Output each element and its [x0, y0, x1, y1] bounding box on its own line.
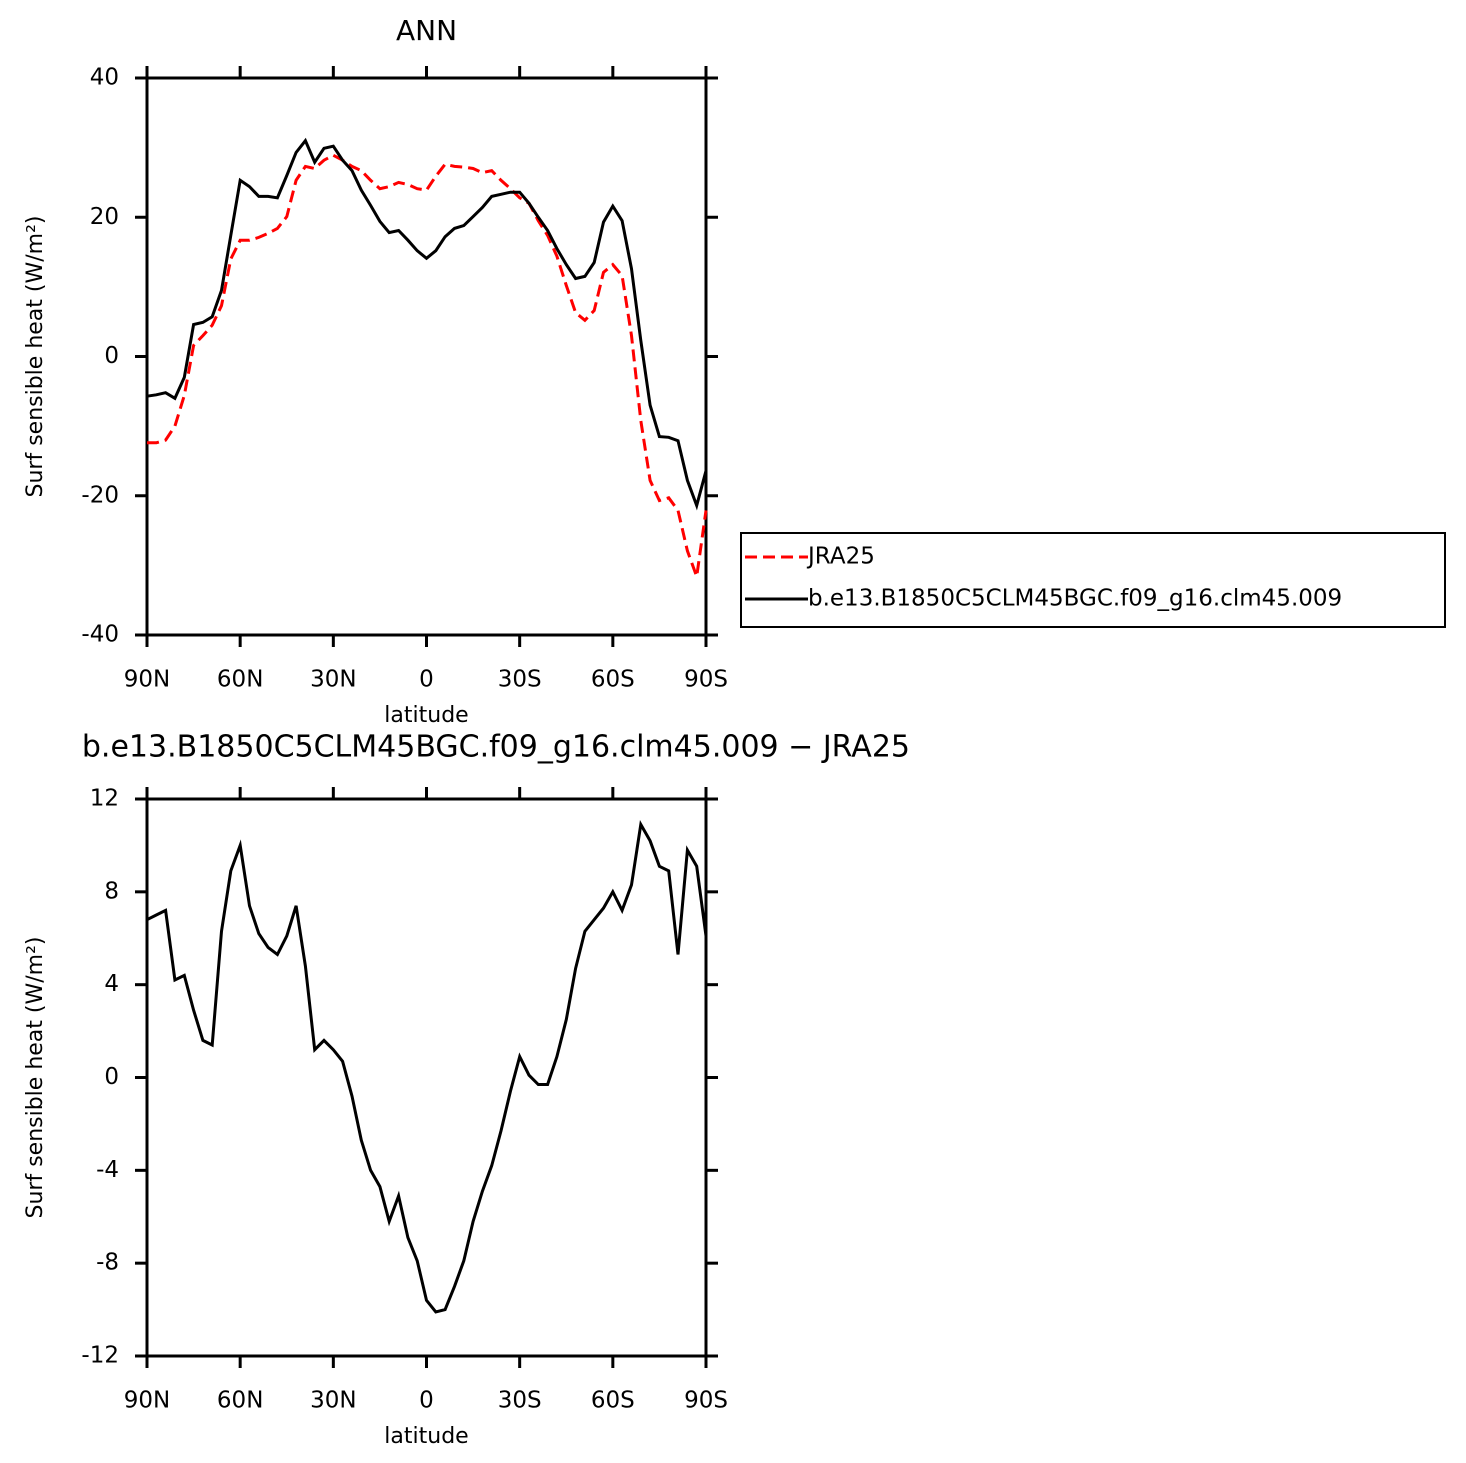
x-tick-label: 0	[419, 667, 434, 693]
y-tick-label: 8	[104, 878, 119, 904]
plot-frame	[145, 76, 708, 637]
x-tick-label: 90N	[124, 667, 170, 693]
series-line	[146, 137, 708, 511]
plot-frame	[145, 797, 708, 1358]
chart-title: b.e13.B1850C5CLM45BGC.f09_g16.clm45.009 …	[82, 730, 910, 765]
x-tick-label: 0	[419, 1388, 434, 1414]
x-tick-label: 90S	[684, 667, 728, 693]
x-tick-label: 90N	[124, 1388, 170, 1414]
x-tick-label: 60N	[217, 667, 263, 693]
legend-box	[740, 532, 1446, 628]
y-tick-label: 0	[104, 1064, 119, 1090]
y-tick-label: -40	[81, 622, 119, 648]
legend-label: b.e13.B1850C5CLM45BGC.f09_g16.clm45.009	[808, 586, 1342, 612]
y-tick-label: -8	[96, 1250, 119, 1276]
y-tick-label: -12	[81, 1343, 119, 1369]
x-tick-label: 60N	[217, 1388, 263, 1414]
y-tick-label: -20	[81, 482, 119, 508]
y-tick-label: 12	[90, 786, 119, 812]
x-tick-label: 30S	[498, 667, 542, 693]
y-tick-label: -4	[96, 1157, 119, 1183]
legend-label: JRA25	[806, 544, 875, 570]
x-tick-label: 30N	[310, 667, 356, 693]
x-tick-label: 60S	[591, 667, 635, 693]
y-axis-label: Surf sensible heat (W/m²)	[23, 216, 48, 498]
x-tick-label: 60S	[591, 1388, 635, 1414]
x-axis-label: latitude	[384, 703, 468, 728]
y-axis-label: Surf sensible heat (W/m²)	[23, 937, 48, 1219]
difference-line	[146, 820, 708, 1314]
y-tick-label: 4	[104, 971, 119, 997]
y-tick-label: 40	[90, 65, 119, 91]
y-tick-label: 0	[104, 343, 119, 369]
x-tick-label: 90S	[684, 1388, 728, 1414]
x-axis-label: latitude	[384, 1424, 468, 1449]
x-tick-label: 30S	[498, 1388, 542, 1414]
x-tick-label: 30N	[310, 1388, 356, 1414]
chart-title: ANN	[396, 14, 457, 47]
y-tick-label: 20	[90, 204, 119, 230]
series-line	[147, 153, 708, 578]
